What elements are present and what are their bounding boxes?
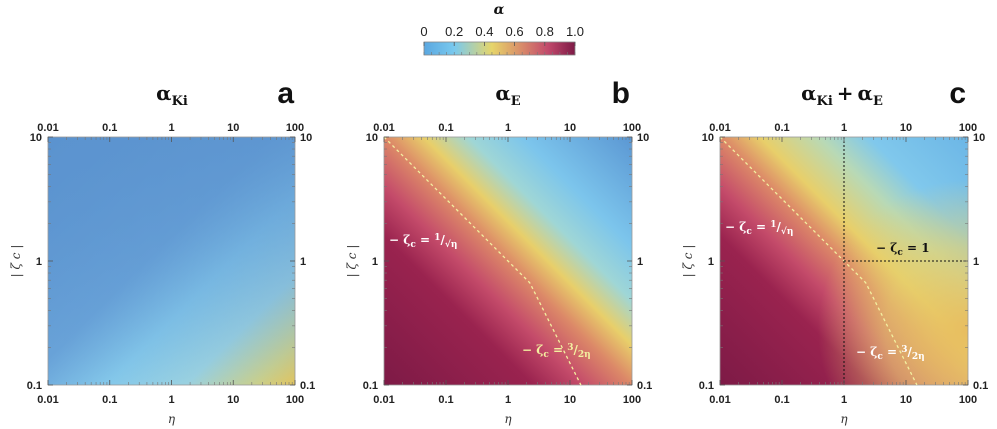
boundary-curve-c [719,136,918,386]
x-tick-label: 100 [623,394,641,406]
x-tick-label: 1 [168,394,174,406]
y-tick-label-right: 10 [637,132,649,144]
y-tick-label: 0.1 [699,380,714,392]
y-axis-label: | ζ c | [345,245,359,278]
panel-letter-b: b [612,77,630,110]
panel-c-title: αKi + αE [801,81,883,109]
x-tick-label-top: 0.1 [102,122,117,134]
panel-a-title: αKi [156,81,188,109]
panel-letter-c: c [949,77,966,110]
x-tick-label-top: 0.1 [438,122,453,134]
y-tick-label: 0.1 [363,380,378,392]
x-tick-label: 0.1 [102,394,117,406]
y-tick-label: 10 [30,132,42,144]
x-tick-label: 100 [286,394,304,406]
annotation-inv-sqrt-eta-b: − ζc = 1/√η [389,233,457,250]
x-tick-label-top: 10 [900,122,912,134]
x-tick-label-top: 100 [959,122,977,134]
y-tick-label-right: 0.1 [973,380,988,392]
y-tick-label: 1 [36,256,42,268]
panel-c: αKi + αE c − ζc = 1/√η − ζc = 1 − ζc = 3/2… [719,77,969,386]
y-tick-label-right: 1 [300,256,306,268]
x-tick-label-top: 0.01 [37,122,58,134]
colorbar-tick-label: 0.8 [536,24,554,39]
y-tick-label-right: 10 [300,132,312,144]
x-tick-label-top: 0.01 [709,122,730,134]
x-tick-label-top: 100 [286,122,304,134]
annotation-three-half-eta-c: − ζc = 3/2η [856,345,925,362]
colorbar-tick-marks [423,42,576,55]
x-axis-label: η [504,412,512,426]
colorbar-tick-label: 0.6 [506,24,524,39]
heatmap-a [48,137,295,385]
y-tick-label-right: 0.1 [300,380,315,392]
colorbar-tick-labels: 0 0.2 0.4 0.6 0.8 1.0 [420,24,584,39]
x-tick-label: 0.01 [373,394,394,406]
x-tick-label: 10 [900,394,912,406]
colorbar-tick-label: 1.0 [566,24,584,39]
x-tick-label-top: 0.1 [774,122,789,134]
y-axis-label: | ζ c | [681,245,695,278]
y-tick-label-right: 1 [973,256,979,268]
x-tick-label: 10 [227,394,239,406]
x-tick-label: 1 [505,394,511,406]
annotation-three-half-eta-b: − ζc = 3/2η [522,343,591,360]
x-axis-label: η [840,412,848,426]
y-axis-label: | ζ c | [9,245,23,278]
x-tick-label: 0.01 [709,394,730,406]
x-tick-label: 0.01 [37,394,58,406]
x-tick-label: 0.1 [774,394,789,406]
x-axis-label: η [168,412,176,426]
colorbar-tick-label: 0.4 [475,24,493,39]
x-tick-label-top: 1 [841,122,847,134]
x-tick-label-top: 1 [168,122,174,134]
colorbar-tick-label: 0.2 [445,24,463,39]
y-tick-label: 1 [372,256,378,268]
panel-letter-a: a [277,77,294,110]
boundary-curve-b [383,136,582,386]
x-tick-label: 10 [564,394,576,406]
y-tick-label-right: 10 [973,132,985,144]
x-tick-label-top: 10 [227,122,239,134]
x-tick-label-top: 0.01 [373,122,394,134]
x-tick-label-top: 10 [564,122,576,134]
panel-b-title: αE [495,81,520,109]
y-tick-label: 0.1 [27,380,42,392]
y-tick-label: 10 [366,132,378,144]
y-tick-label-right: 0.1 [637,380,652,392]
panel-a: αKi a [47,77,296,386]
y-tick-label: 10 [702,132,714,144]
colorbar-title: α [494,2,505,18]
colorbar-tick-label: 0 [420,24,427,39]
annotation-inv-sqrt-eta-c: − ζc = 1/√η [725,220,793,237]
y-tick-label: 1 [708,256,714,268]
x-tick-label: 1 [841,394,847,406]
x-tick-label: 100 [959,394,977,406]
x-tick-label: 0.1 [438,394,453,406]
x-tick-label-top: 1 [505,122,511,134]
panel-b: αE b − ζc = 1/√η − ζc = 3/2η [383,77,633,386]
y-tick-label-right: 1 [637,256,643,268]
annotation-zeta-one-c: − ζc = 1 [876,241,930,258]
x-tick-label-top: 100 [623,122,641,134]
